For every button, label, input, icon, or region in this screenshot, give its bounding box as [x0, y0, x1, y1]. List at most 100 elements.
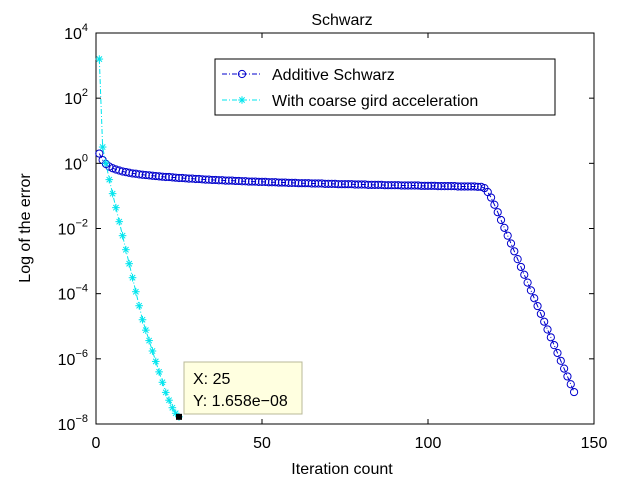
- series-point: [447, 182, 456, 191]
- series-point: [141, 170, 150, 180]
- series-point: [337, 180, 346, 189]
- series-point: [238, 96, 246, 104]
- series-point: [526, 286, 536, 295]
- series-point: [178, 173, 187, 183]
- series-point: [384, 181, 393, 190]
- series-point: [125, 259, 133, 268]
- x-tick-label: 0: [92, 435, 101, 452]
- datatip[interactable]: X: 25 Y: 1.658e−08: [176, 361, 303, 420]
- series-point: [264, 178, 273, 187]
- series-point: [174, 173, 184, 183]
- datatip-box: [183, 361, 303, 415]
- series-point: [417, 181, 426, 190]
- x-tick-label: 100: [415, 435, 442, 452]
- series-point: [154, 172, 164, 181]
- series-point: [420, 181, 429, 190]
- series-point: [443, 182, 453, 191]
- y-tick-label: 10−6: [58, 348, 88, 369]
- y-tick-label: 10−4: [58, 283, 88, 304]
- series-point: [413, 181, 423, 190]
- series-point: [194, 174, 204, 184]
- series-point: [158, 172, 167, 181]
- series-point: [550, 341, 559, 350]
- series-point: [543, 325, 552, 334]
- series-point: [500, 223, 509, 232]
- series-point: [98, 143, 107, 151]
- series-point: [274, 178, 283, 187]
- series-point: [211, 175, 220, 185]
- series-point: [513, 255, 522, 264]
- series-point: [340, 180, 350, 189]
- series-point: [493, 208, 502, 217]
- series-point: [161, 388, 170, 397]
- series-point: [208, 175, 217, 185]
- series-point: [437, 182, 446, 191]
- series-point: [257, 177, 267, 187]
- y-tick-label: 10−8: [58, 413, 88, 434]
- y-tick-label: 100: [64, 152, 88, 173]
- series-point: [394, 181, 403, 190]
- series-point: [181, 174, 190, 183]
- y-axis-label: Log of the error: [17, 173, 34, 283]
- series-point: [327, 179, 336, 188]
- series-point: [281, 178, 290, 187]
- series-point: [128, 273, 137, 282]
- series-point: [115, 217, 124, 226]
- series-point: [490, 200, 499, 209]
- series-point: [297, 179, 306, 188]
- series-point: [486, 193, 496, 202]
- series-point: [427, 181, 436, 190]
- series-point: [569, 387, 579, 397]
- series-point: [307, 179, 316, 188]
- datatip-marker: [176, 413, 182, 420]
- series-point: [148, 347, 157, 355]
- series-point: [161, 172, 170, 182]
- series-point: [540, 317, 549, 326]
- series-point: [467, 182, 476, 191]
- series-point: [234, 176, 243, 186]
- series-point: [520, 270, 529, 279]
- series-point: [138, 315, 147, 324]
- series-point: [218, 176, 227, 185]
- series-layer: [95, 55, 579, 421]
- x-axis-label: Iteration count: [291, 461, 393, 478]
- series-point: [496, 215, 506, 225]
- series-point: [397, 181, 406, 190]
- y-tick-label: 104: [64, 22, 88, 43]
- series-point: [304, 179, 313, 188]
- series-point: [510, 247, 519, 256]
- legend-label: With coarse gird acceleration: [272, 93, 478, 110]
- datatip-x-label: X: 25: [193, 371, 230, 388]
- series-point: [122, 245, 130, 254]
- series-point: [317, 179, 326, 188]
- series-point: [354, 180, 363, 189]
- series-point: [460, 182, 469, 191]
- series-point: [291, 178, 300, 187]
- series-point: [433, 182, 443, 191]
- series-point: [151, 357, 160, 366]
- series-point: [148, 171, 157, 180]
- series-point: [387, 181, 396, 190]
- series-point: [553, 348, 562, 358]
- series-point: [294, 179, 303, 188]
- series-point: [102, 159, 110, 168]
- series-point: [135, 301, 143, 310]
- legend-label: Additive Schwarz: [272, 67, 395, 84]
- series-point: [450, 182, 459, 191]
- series-point: [324, 179, 333, 188]
- series-point: [108, 189, 117, 198]
- series-point: [241, 177, 250, 186]
- series-point: [95, 55, 104, 63]
- series-point: [145, 171, 154, 180]
- series-point: [168, 403, 177, 412]
- series-point: [364, 180, 373, 189]
- series-point: [247, 177, 257, 186]
- series-point: [566, 380, 575, 389]
- series-point: [228, 176, 237, 185]
- series-point: [440, 182, 449, 191]
- series-point: [463, 182, 472, 191]
- series-point: [546, 333, 555, 342]
- series-point: [105, 175, 114, 184]
- series-point: [198, 175, 207, 184]
- series-point: [330, 179, 340, 188]
